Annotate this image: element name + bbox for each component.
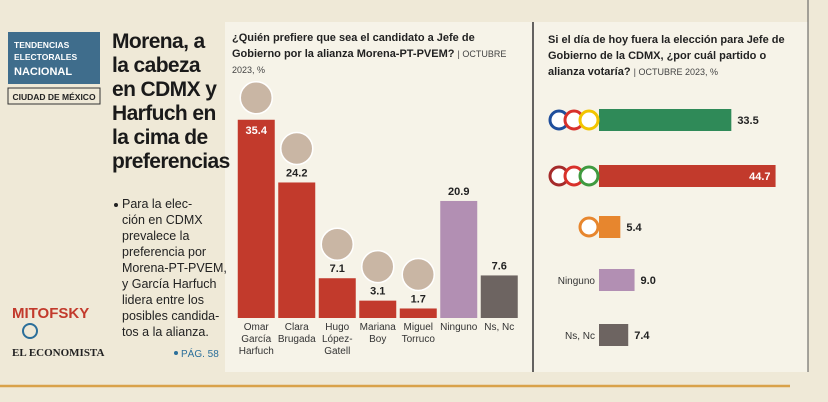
bullet-line: y García Harfuch: [122, 277, 217, 291]
x-tick-label: Omar García Harfuch: [238, 322, 274, 357]
value-label: 7.1: [330, 263, 345, 275]
bullet-line: prevalece la: [122, 229, 190, 243]
bar: [440, 200, 478, 318]
chart-title: ¿Quién prefiere que sea el candidato a J…: [232, 32, 475, 60]
publisher-icon: [22, 323, 38, 339]
headline-line: la cima de: [112, 126, 208, 149]
headline-line: en CDMX y: [112, 78, 217, 101]
value-label: 7.6: [492, 260, 507, 272]
y-tick-label: Ns, Nc: [565, 331, 595, 342]
candidate-photo: [401, 257, 435, 292]
value-label: 3.1: [370, 286, 385, 298]
candidate-photo: [320, 227, 354, 261]
bar: [480, 275, 518, 318]
bullet-line: Para la elec-: [122, 197, 193, 211]
headline-line: preferencias: [112, 150, 230, 173]
value-label: 35.4: [246, 125, 268, 137]
bullet-line: posibles candida-: [122, 309, 220, 323]
sub: | OCTUBRE 2023, %: [232, 49, 507, 75]
chart-title-box: ¿Quién prefiere que sea el candidato a J…: [232, 30, 522, 78]
value-label: 44.7: [749, 171, 770, 183]
headline-line: Harfuch en: [112, 102, 216, 125]
bar: [237, 119, 275, 318]
region: CIUDAD DE MÉXICO: [12, 92, 96, 102]
value-label: 7.4: [634, 330, 650, 342]
bar: [599, 324, 629, 346]
bar: [599, 269, 635, 291]
candidate-photo: [239, 81, 273, 115]
value-label: 1.7: [411, 293, 426, 305]
bullet-line: Morena-PT-PVEM,: [122, 261, 227, 275]
party-logo: [578, 109, 600, 131]
value-label: 5.4: [626, 222, 642, 234]
logo-box: [8, 32, 100, 84]
bullet-line: tos a la alianza.: [122, 325, 209, 339]
region-box: [7, 87, 101, 105]
value-label: 20.9: [448, 186, 469, 198]
headline: Morena, a la cabeza en CDMX y Harfuch en la …: [112, 30, 230, 174]
logo-text: TENDENCIAS: [14, 40, 70, 50]
page-ref: PÁG. 58: [181, 347, 219, 360]
x-tick-label: Ninguno: [440, 322, 478, 333]
bar: [599, 216, 621, 238]
candidate-photo: [361, 249, 395, 284]
x-tick-label: Ns, Nc: [484, 322, 515, 333]
bullet-line: preferencia por: [122, 245, 207, 259]
sub: | OCTUBRE 2023, %: [633, 67, 718, 77]
bar: [599, 165, 776, 187]
x-tick-label: Mariana Boy: [359, 322, 396, 345]
y-tick-label: Ninguno: [558, 276, 596, 287]
value-label: 33.5: [737, 115, 758, 127]
bar: [278, 182, 316, 318]
value-label: 9.0: [641, 275, 656, 287]
logo-text: NACIONAL: [14, 66, 72, 78]
bullet-dot: [174, 351, 178, 355]
x-tick-label: Miguel Torruco: [401, 322, 435, 345]
bullet-line: ción en CDMX: [122, 213, 203, 227]
value-label: 24.2: [286, 167, 307, 179]
pollster: MITOFSKY: [12, 305, 89, 322]
x-tick-label: Clara Brugada: [277, 322, 316, 345]
party-logo: [578, 216, 600, 238]
bullet-text: Para la elec-ción en CDMX prevalece la pre…: [112, 196, 227, 340]
bullet-line: lidera entre los: [122, 293, 204, 307]
candidate-photo: [280, 131, 314, 166]
chart-title-box: Si el día de hoy fuera la elección para …: [548, 32, 788, 80]
headline-line: Morena, a: [112, 30, 205, 53]
party-logo: [578, 165, 600, 187]
x-tick-label: Hugo López-Gatell: [321, 322, 353, 357]
chart-title: Si el día de hoy fuera la elección para …: [548, 34, 785, 78]
headline-line: la cabeza: [112, 54, 201, 77]
bar: [318, 278, 356, 318]
bar: [359, 300, 397, 318]
bullet-dot: [114, 203, 118, 207]
publisher: EL ECONOMISTA: [12, 347, 104, 359]
bar: [599, 109, 732, 131]
logo-text: ELECTORALES: [14, 52, 77, 62]
bar: [399, 308, 437, 318]
